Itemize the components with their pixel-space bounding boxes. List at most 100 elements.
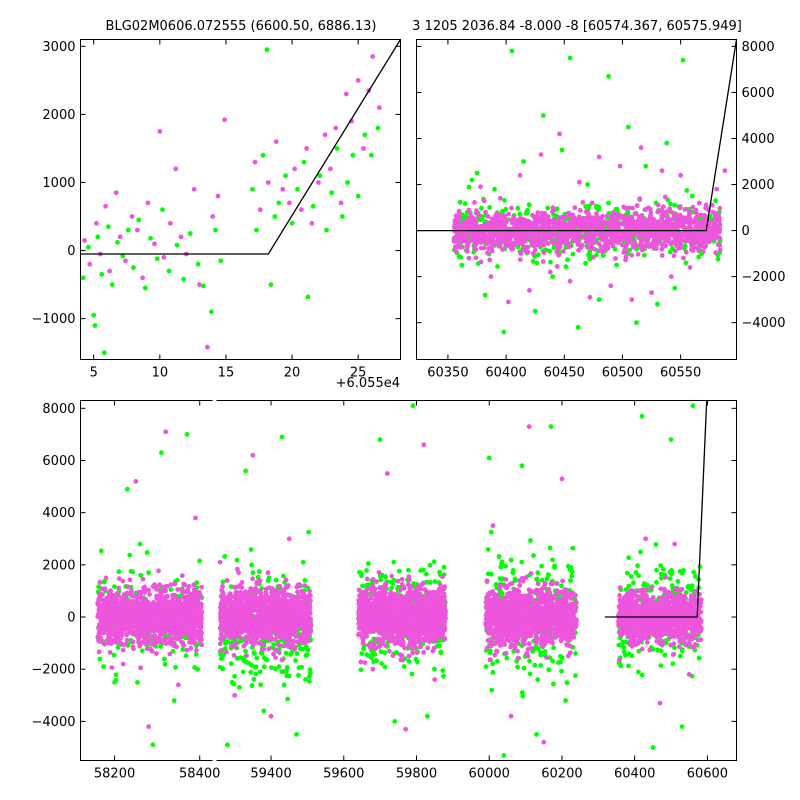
band-point	[554, 206, 560, 212]
band-point	[489, 221, 495, 227]
band-point	[564, 237, 569, 243]
band-point	[585, 244, 590, 250]
band-point	[662, 227, 667, 233]
band-point	[472, 200, 477, 205]
band-point	[613, 256, 618, 261]
band-point	[541, 250, 547, 256]
data-point	[506, 299, 511, 305]
band-point	[713, 250, 718, 256]
band-point	[506, 211, 511, 217]
band-point	[596, 241, 602, 247]
band-point	[283, 650, 289, 656]
band-points-1	[95, 568, 205, 671]
band-point	[96, 603, 102, 608]
band-point	[542, 238, 548, 244]
band-point	[577, 207, 583, 213]
x-tick-label: 20	[284, 366, 301, 381]
band-point	[294, 651, 300, 656]
band-point	[134, 633, 140, 639]
band-point	[570, 251, 576, 257]
band-point	[167, 634, 173, 640]
band-point	[220, 590, 226, 595]
band-point	[97, 591, 102, 597]
band-point	[547, 248, 552, 254]
band-point	[606, 220, 612, 226]
band-point	[249, 562, 255, 568]
band-point	[466, 208, 472, 214]
band-point	[126, 607, 132, 613]
band-point	[256, 569, 262, 574]
band-point	[169, 615, 175, 621]
data-point	[264, 47, 270, 53]
data-point	[161, 255, 167, 260]
band-point	[707, 218, 713, 224]
band-point	[304, 652, 310, 658]
band-point	[109, 665, 115, 670]
band-point	[567, 230, 572, 236]
data-point	[168, 220, 173, 226]
band-point	[139, 627, 145, 633]
band-point	[152, 611, 158, 616]
x-offset-label: +6.055e4	[336, 376, 400, 391]
data-point	[107, 268, 112, 274]
band-point	[249, 683, 255, 688]
band-point	[717, 205, 723, 211]
band-point	[498, 238, 504, 244]
band-point	[690, 248, 696, 253]
band-point	[640, 222, 645, 227]
data-point	[80, 275, 86, 281]
band-point	[545, 214, 550, 220]
band-point	[192, 629, 198, 635]
x-tick-label: 60500	[602, 366, 643, 381]
band-point	[184, 598, 190, 604]
band-point	[128, 568, 134, 574]
data-point	[538, 152, 544, 158]
band-point	[528, 236, 534, 242]
band-point	[152, 632, 158, 638]
model-curve	[80, 39, 401, 255]
band-point	[130, 604, 136, 610]
band-point	[197, 637, 203, 643]
band-point	[233, 590, 239, 595]
band-point	[262, 656, 268, 662]
band-point	[281, 573, 286, 579]
band-point	[695, 245, 701, 251]
band-point	[259, 650, 264, 656]
band-point	[696, 254, 702, 260]
band-point	[154, 651, 159, 656]
data-point	[174, 242, 180, 248]
band-point	[706, 223, 712, 229]
data-point	[678, 172, 683, 178]
band-point	[272, 637, 278, 642]
band-point	[497, 243, 502, 249]
band-point	[472, 230, 478, 236]
band-point	[170, 595, 176, 601]
band-point	[307, 588, 312, 594]
data-point	[375, 125, 381, 131]
band-point	[175, 626, 181, 631]
data-point	[339, 214, 345, 219]
data-point	[478, 184, 483, 190]
band-point	[281, 682, 287, 688]
band-point	[219, 627, 225, 633]
band-point	[173, 613, 179, 619]
band-point	[470, 218, 476, 224]
data-point	[585, 182, 590, 187]
panel-zoom-left: BLG02M0606.072555 (6600.50, 6886.13) −10…	[32, 19, 401, 391]
band-point	[629, 215, 635, 220]
band-point	[648, 220, 653, 226]
band-point	[130, 639, 136, 645]
title-zoom-left: BLG02M0606.072555 (6600.50, 6886.13)	[106, 19, 377, 34]
band-point	[194, 647, 199, 653]
band-point	[117, 620, 123, 626]
data-point	[596, 154, 602, 160]
band-point	[453, 249, 459, 254]
band-point	[619, 220, 625, 226]
band-point	[637, 217, 643, 222]
band-point	[548, 230, 554, 236]
band-point	[495, 264, 500, 269]
band-point	[273, 577, 279, 583]
band-point	[548, 259, 553, 265]
x-tick-label: 25	[350, 366, 367, 381]
